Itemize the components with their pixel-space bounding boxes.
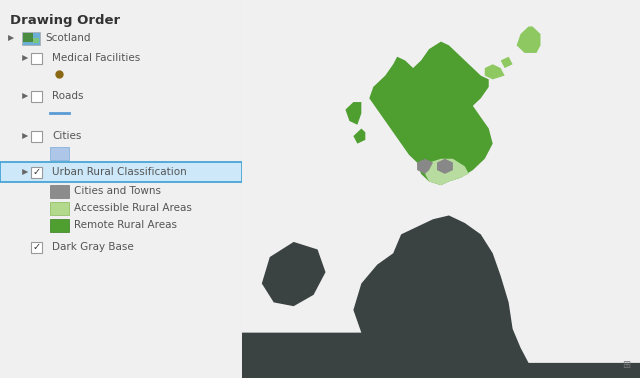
FancyBboxPatch shape: [0, 162, 242, 182]
Polygon shape: [500, 57, 513, 68]
Polygon shape: [484, 64, 505, 79]
FancyBboxPatch shape: [31, 130, 42, 141]
Polygon shape: [8, 35, 14, 41]
Polygon shape: [346, 102, 362, 125]
Text: Urban Rural Classification: Urban Rural Classification: [52, 167, 187, 177]
FancyBboxPatch shape: [31, 166, 42, 178]
Polygon shape: [22, 55, 28, 61]
Text: Cities and Towns: Cities and Towns: [74, 186, 161, 196]
Text: Remote Rural Areas: Remote Rural Areas: [74, 220, 177, 230]
FancyBboxPatch shape: [33, 38, 38, 43]
Polygon shape: [22, 93, 28, 99]
Text: Roads: Roads: [52, 91, 84, 101]
FancyBboxPatch shape: [22, 31, 40, 45]
Text: Scotland: Scotland: [45, 33, 91, 43]
Polygon shape: [242, 215, 640, 378]
FancyBboxPatch shape: [51, 184, 68, 197]
Polygon shape: [417, 159, 433, 174]
FancyBboxPatch shape: [242, 0, 640, 52]
Polygon shape: [22, 169, 28, 175]
Polygon shape: [369, 42, 493, 185]
Text: ⊞: ⊞: [622, 360, 630, 370]
Text: Drawing Order: Drawing Order: [10, 14, 120, 27]
Polygon shape: [353, 129, 365, 144]
Polygon shape: [516, 26, 540, 53]
FancyBboxPatch shape: [31, 242, 42, 253]
FancyBboxPatch shape: [51, 218, 68, 231]
FancyBboxPatch shape: [51, 201, 68, 214]
Text: Accessible Rural Areas: Accessible Rural Areas: [74, 203, 191, 213]
Polygon shape: [425, 159, 469, 185]
FancyBboxPatch shape: [31, 53, 42, 64]
FancyBboxPatch shape: [51, 147, 68, 160]
Polygon shape: [22, 133, 28, 139]
Polygon shape: [437, 159, 453, 174]
Text: Medical Facilities: Medical Facilities: [52, 53, 141, 63]
FancyBboxPatch shape: [23, 33, 33, 42]
FancyBboxPatch shape: [31, 90, 42, 102]
Text: Dark Gray Base: Dark Gray Base: [52, 242, 134, 252]
Text: Cities: Cities: [52, 131, 82, 141]
Text: ✓: ✓: [32, 167, 40, 177]
Text: ✓: ✓: [32, 242, 40, 252]
Polygon shape: [262, 242, 326, 306]
